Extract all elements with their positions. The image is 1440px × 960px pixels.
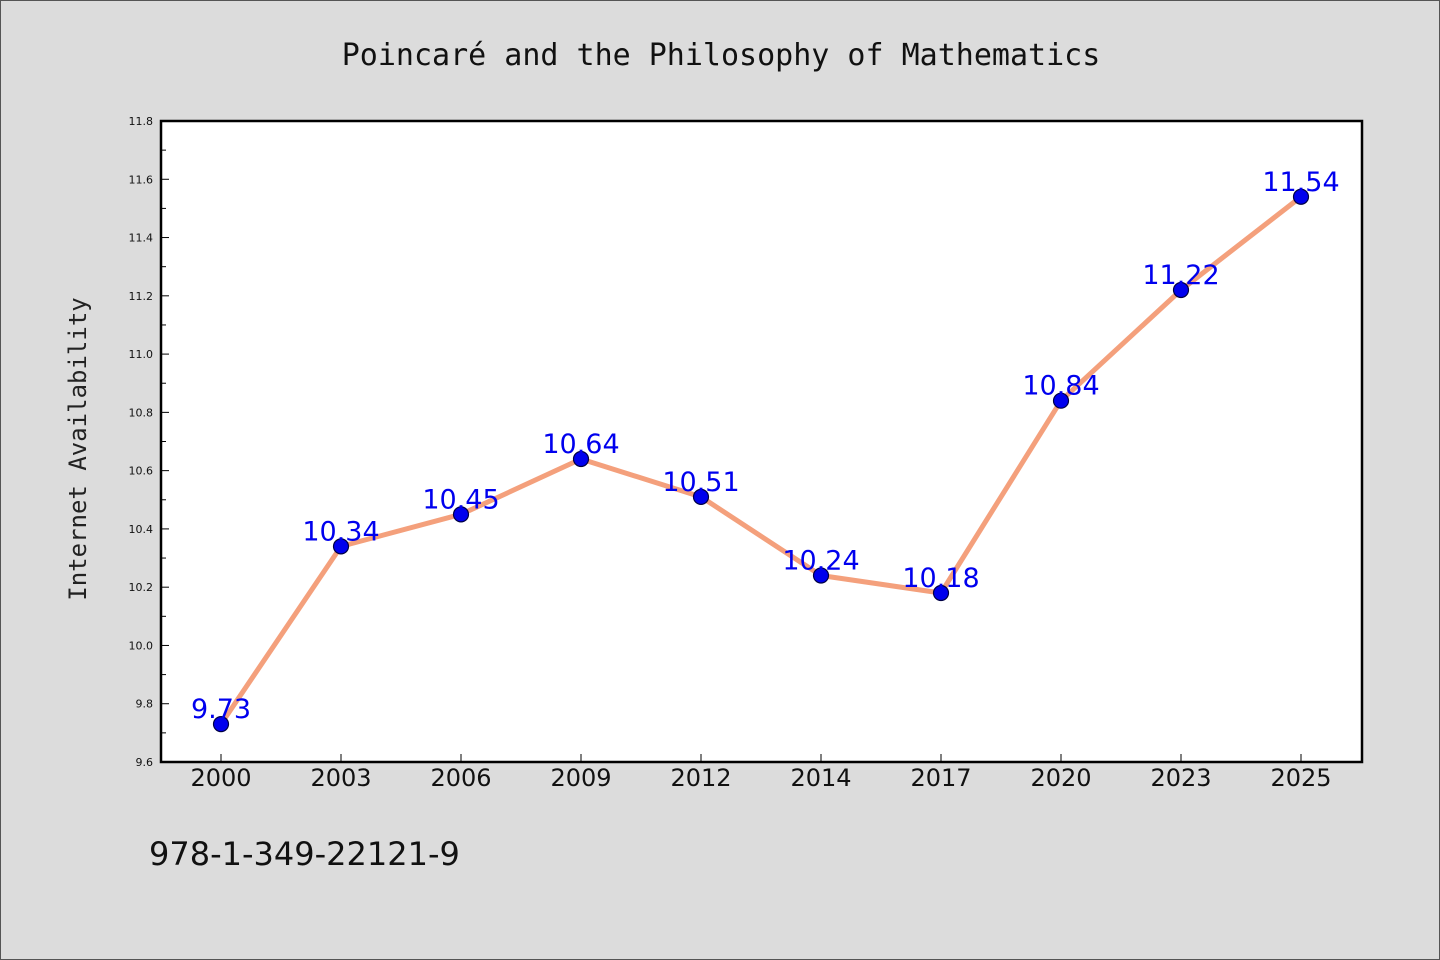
data-labels: 9.73 10.34 10.45 10.64 10.51 10.24 10.18 10.84 1…: [191, 167, 1340, 725]
y-tick-label: 9.8: [136, 698, 154, 711]
data-point: [1292, 188, 1310, 205]
y-tick-label: 10.6: [129, 465, 154, 478]
data-label: 11.54: [1262, 167, 1339, 198]
data-label: 10.51: [662, 467, 739, 498]
data-point: [812, 567, 830, 584]
x-tick-label: 2014: [790, 764, 851, 792]
data-point: [692, 488, 710, 505]
x-tick-label: 2025: [1270, 764, 1331, 792]
x-tick-label: 2000: [190, 764, 251, 792]
data-points: [212, 188, 1310, 733]
plot-frame: [159, 119, 1364, 764]
x-tick-label: 2012: [670, 764, 731, 792]
series-line: [218, 194, 1304, 727]
y-tick-label: 10.0: [129, 639, 154, 652]
x-tick-label: 2023: [1150, 764, 1211, 792]
x-tick-label: 2017: [910, 764, 971, 792]
y-tick-label: 9.6: [136, 756, 154, 769]
series-line-layer: [218, 194, 1304, 727]
data-label: 10.24: [782, 546, 859, 577]
y-tick-label: 11.4: [129, 232, 154, 245]
y-tick-label: 11.6: [129, 173, 154, 186]
data-point: [932, 584, 950, 602]
y-tick-label: 10.2: [129, 581, 154, 594]
x-tick-label: 2009: [550, 764, 611, 792]
y-tick-label: 10.8: [129, 406, 154, 419]
data-label: 10.34: [302, 516, 379, 547]
x-tick-label: 2006: [430, 764, 491, 792]
data-point: [452, 506, 470, 523]
data-label: 10.45: [422, 484, 499, 515]
isbn-footnote: 978-1-349-22121-9: [149, 835, 460, 873]
data-label: 10.18: [902, 563, 979, 594]
data-label: 9.73: [191, 694, 251, 725]
data-label: 10.84: [1022, 371, 1099, 402]
plot-area: [161, 121, 1362, 762]
data-point: [572, 450, 590, 468]
y-tick-label: 11.0: [129, 348, 154, 361]
data-label: 10.64: [542, 429, 619, 460]
data-point: [1052, 392, 1070, 409]
chart-title: Poincaré and the Philosophy of Mathemati…: [342, 38, 1101, 73]
data-point: [212, 716, 230, 733]
x-tick-label: 2003: [310, 764, 371, 792]
data-point: [1172, 281, 1190, 299]
data-label: 11.22: [1142, 260, 1219, 291]
axis-ticks: 9.6 9.8 10.0 10.2 10.4 10.6 10.8 11.0 11.2 11.4 11…: [129, 115, 1332, 792]
y-tick-label: 11.8: [129, 115, 154, 128]
data-point: [332, 538, 350, 555]
y-tick-label: 10.4: [129, 523, 154, 536]
y-axis-label: Internet Availability: [64, 297, 92, 600]
x-tick-label: 2020: [1030, 764, 1091, 792]
y-tick-label: 11.2: [129, 290, 154, 303]
